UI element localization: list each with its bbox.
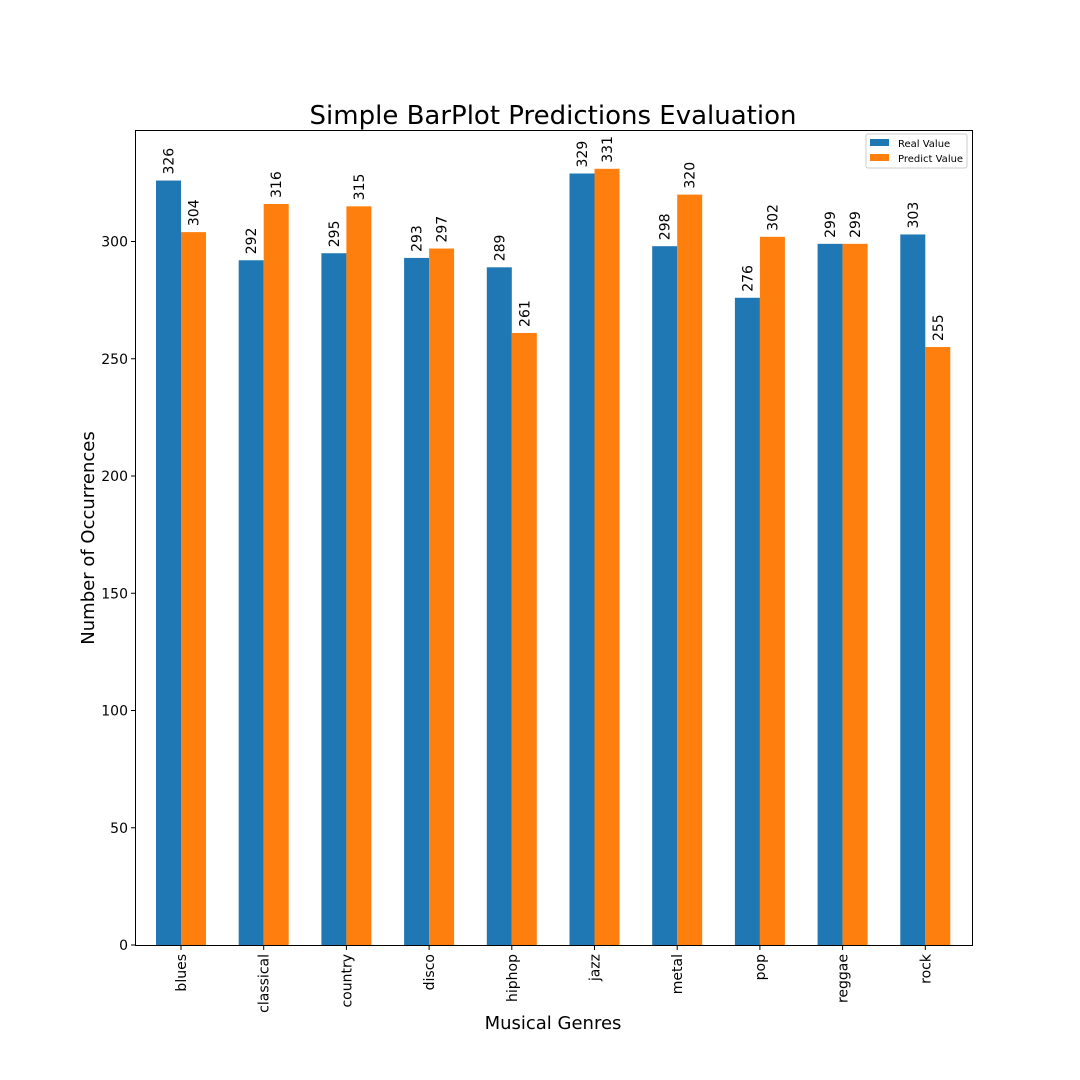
x-tick-label-pop: pop (753, 954, 769, 980)
y-tick-label-250: 250 (101, 352, 128, 368)
bar-real-value-blues (156, 180, 181, 946)
bar-predict-value-disco (429, 248, 455, 945)
data-label-predict-value-metal: 320 (683, 162, 699, 189)
data-label-predict-value-blues: 304 (187, 199, 203, 226)
y-axis: 0 50 100 150 200 250 300 (101, 235, 136, 954)
legend-swatch-predict (870, 154, 889, 161)
data-label-real-value-hiphop: 289 (492, 235, 508, 262)
chart-title: Simple BarPlot Predictions Evaluation (310, 101, 797, 131)
bar-real-value-classical (238, 260, 264, 945)
plot-frame (135, 130, 973, 946)
data-label-predict-value-disco: 297 (435, 216, 451, 243)
bar-predict-value-metal (677, 194, 703, 945)
y-tick-label-150: 150 (101, 586, 128, 602)
legend-frame (865, 133, 968, 169)
data-label-predict-value-pop: 302 (765, 204, 781, 231)
bar-real-value-rock (900, 234, 926, 946)
y-tick-label-50: 50 (110, 821, 128, 837)
bar-real-value-hiphop (486, 267, 512, 945)
data-label-real-value-classical: 292 (244, 228, 260, 255)
data-labels-group: 326 304 292 316 295 315 293 297 289 261 329 331 298 3… (162, 136, 947, 341)
bar-predict-value-jazz (594, 168, 620, 946)
x-tick-label-blues: blues (174, 954, 190, 992)
data-label-real-value-rock: 303 (906, 202, 922, 229)
bar-predict-value-country (346, 206, 372, 946)
data-label-real-value-jazz: 329 (575, 141, 591, 168)
bars-group (156, 168, 951, 946)
data-label-predict-value-classical: 316 (269, 171, 285, 198)
bar-real-value-disco (404, 257, 430, 945)
x-axis: blues classical country disco hiphop jazz meta… (174, 945, 934, 1013)
data-label-predict-value-hiphop: 261 (517, 300, 533, 327)
x-tick-label-disco: disco (422, 954, 438, 990)
y-tick-label-200: 200 (101, 469, 128, 485)
bar-real-value-pop (734, 297, 760, 945)
x-tick-label-country: country (339, 954, 355, 1008)
data-label-predict-value-rock: 255 (931, 314, 947, 341)
x-tick-label-reggae: reggae (836, 954, 852, 1003)
bar-predict-value-reggae (842, 243, 868, 945)
data-label-real-value-metal: 298 (658, 213, 674, 240)
bar-predict-value-blues (181, 232, 206, 946)
bar-real-value-country (321, 253, 347, 946)
legend: Real Value Predict Value (865, 133, 968, 169)
x-axis-label: Musical Genres (485, 1013, 622, 1034)
bar-predict-value-pop (759, 236, 785, 945)
bar-predict-value-classical (263, 203, 289, 945)
y-axis-label: Number of Occurrences (78, 431, 99, 644)
x-tick-label-hiphop: hiphop (505, 954, 521, 1002)
legend-swatch-real (870, 139, 889, 146)
data-label-real-value-country: 295 (327, 220, 343, 247)
bar-real-value-reggae (817, 243, 843, 945)
bar-predict-value-rock (925, 347, 951, 946)
y-tick-label-0: 0 (119, 938, 128, 954)
data-label-real-value-reggae: 299 (823, 211, 839, 238)
legend-label-predict: Predict Value (898, 154, 963, 165)
x-tick-label-metal: metal (670, 954, 686, 994)
data-label-real-value-disco: 293 (410, 225, 426, 252)
data-label-real-value-pop: 276 (740, 265, 756, 292)
x-tick-label-classical: classical (257, 954, 273, 1013)
bar-real-value-jazz (569, 173, 595, 945)
y-tick-label-300: 300 (101, 235, 128, 251)
data-label-predict-value-reggae: 299 (848, 211, 864, 238)
y-tick-label-100: 100 (101, 704, 128, 720)
data-label-predict-value-jazz: 331 (600, 136, 616, 163)
bar-real-value-metal (652, 246, 678, 945)
bar-predict-value-hiphop (511, 332, 537, 945)
data-label-real-value-blues: 326 (162, 148, 178, 175)
legend-label-real: Real Value (898, 139, 950, 150)
x-tick-label-rock: rock (918, 953, 934, 984)
data-label-predict-value-country: 315 (352, 174, 368, 201)
x-tick-label-jazz: jazz (588, 954, 604, 982)
